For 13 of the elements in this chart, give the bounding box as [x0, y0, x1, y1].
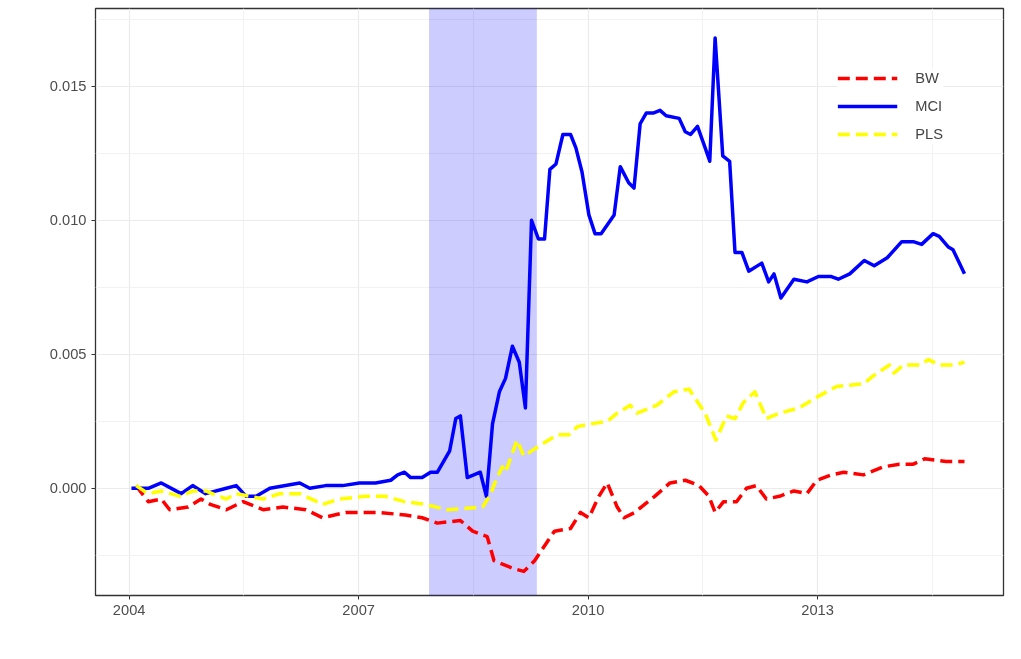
y-tick-label: 0.005: [49, 346, 87, 363]
line-series: [129, 36, 967, 499]
legend-label: PLS: [915, 126, 943, 142]
x-tick-label: 2013: [801, 601, 834, 618]
x-tick-label: 2007: [342, 601, 375, 618]
y-tick-label: 0.015: [49, 78, 87, 95]
y-tick-label: 0.010: [49, 212, 87, 229]
legend-label: MCI: [915, 98, 943, 114]
legend-label: BW: [915, 70, 939, 86]
y-tick-label: 0.000: [49, 480, 87, 497]
x-tick-label: 2010: [571, 601, 605, 618]
line-series: [134, 357, 967, 512]
x-tick-label: 2004: [112, 601, 146, 618]
